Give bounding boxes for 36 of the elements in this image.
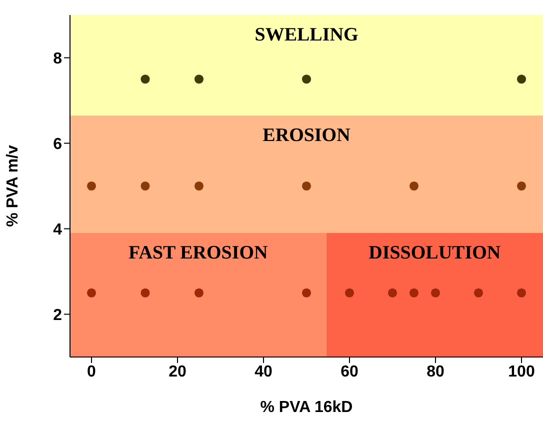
y-tick-label: 2 [53, 306, 62, 324]
point [388, 288, 398, 298]
point [194, 74, 204, 84]
point [409, 288, 419, 298]
point [86, 288, 96, 298]
x-tick-label: 20 [168, 363, 186, 380]
x-tick-label: 100 [508, 363, 535, 380]
point [140, 181, 150, 191]
band-label: SWELLING [254, 24, 358, 46]
point [140, 74, 150, 84]
x-tick-label: 60 [340, 363, 358, 380]
x-tick-label: 0 [87, 363, 96, 380]
x-tick-label: 80 [426, 363, 444, 380]
point [86, 181, 96, 191]
y-tick-label: 4 [53, 221, 62, 238]
band-label: FAST EROSION [128, 242, 268, 264]
point [516, 74, 526, 84]
point [302, 288, 312, 298]
point [194, 181, 204, 191]
point [302, 74, 312, 84]
point [474, 288, 484, 298]
band-label: EROSION [262, 124, 351, 146]
point [516, 288, 526, 298]
point [409, 181, 419, 191]
x-tick-label: 40 [254, 363, 272, 380]
band-label: DISSOLUTION [368, 242, 501, 264]
point [302, 181, 312, 191]
y-tick-label: 6 [53, 136, 62, 153]
point [344, 288, 354, 298]
point [430, 288, 440, 298]
y-tick-label: 8 [53, 50, 62, 68]
point [140, 288, 150, 298]
x-axis-title: % PVA 16kD [260, 399, 353, 416]
point [194, 288, 204, 298]
point [516, 181, 526, 191]
y-axis-title: % PVA m/v [4, 145, 22, 227]
